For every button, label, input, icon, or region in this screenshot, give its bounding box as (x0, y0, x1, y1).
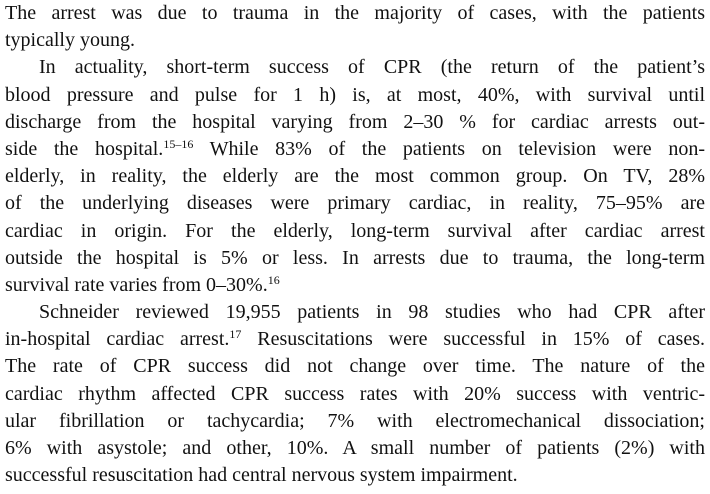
text-line: Schneider reviewed 19,955 patients in 98… (39, 301, 705, 324)
text-line: cardiac rhythm affected CPR success rate… (5, 382, 705, 405)
text-line: typically young. (5, 29, 135, 52)
text-line: The rate of CPR success did not change o… (5, 355, 705, 378)
citation-superscript: 15–16 (163, 136, 194, 151)
text-line: in-hospital cardiac arrest.17 Resuscitat… (5, 327, 705, 351)
text-line: The arrest was due to trauma in the majo… (5, 2, 705, 24)
text-line: 6% with asystole; and other, 10%. A smal… (5, 437, 705, 459)
text-line: In actuality, short-term success of CPR … (39, 56, 705, 79)
text-line: outside the hospital is 5% or less. In a… (5, 246, 705, 269)
paragraph: Schneider reviewed 19,955 patients in 98… (5, 299, 705, 489)
text-line: ular fibrillation or tachycardia; 7% wit… (5, 409, 705, 432)
text-line: elderly, in reality, the elderly are the… (5, 165, 705, 188)
text-line: blood pressure and pulse for 1 h) is, at… (5, 83, 705, 106)
text-line: side the hospital.15–16 While 83% of the… (5, 136, 706, 160)
text-line: of the underlying diseases were primary … (5, 192, 705, 215)
text-line: discharge from the hospital varying from… (5, 110, 705, 133)
paragraph: In actuality, short-term success of CPR … (5, 54, 705, 299)
paragraph: The arrest was due to trauma in the majo… (5, 0, 705, 54)
document-body: The arrest was due to trauma in the majo… (5, 0, 705, 489)
text-line: successful resuscitation had central ner… (5, 464, 518, 487)
citation-superscript: 16 (267, 272, 280, 287)
text-line: cardiac in origin. For the elderly, long… (5, 219, 705, 242)
text-page: The arrest was due to trauma in the majo… (5, 0, 705, 489)
text-line: survival rate varies from 0–30%.16 (5, 272, 280, 296)
citation-superscript: 17 (229, 327, 242, 342)
